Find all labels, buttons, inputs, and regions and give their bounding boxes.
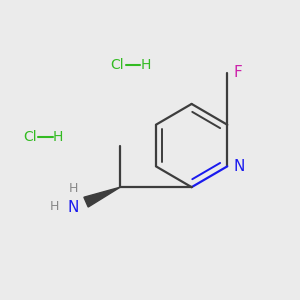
Text: N: N: [67, 200, 78, 215]
Text: H: H: [69, 182, 78, 196]
Text: H: H: [50, 200, 59, 213]
Text: H: H: [140, 58, 151, 72]
Text: H: H: [53, 130, 63, 144]
Polygon shape: [84, 187, 120, 207]
Text: N: N: [234, 159, 245, 174]
Text: Cl: Cl: [110, 58, 124, 72]
Text: Cl: Cl: [23, 130, 36, 144]
Text: F: F: [234, 65, 243, 80]
